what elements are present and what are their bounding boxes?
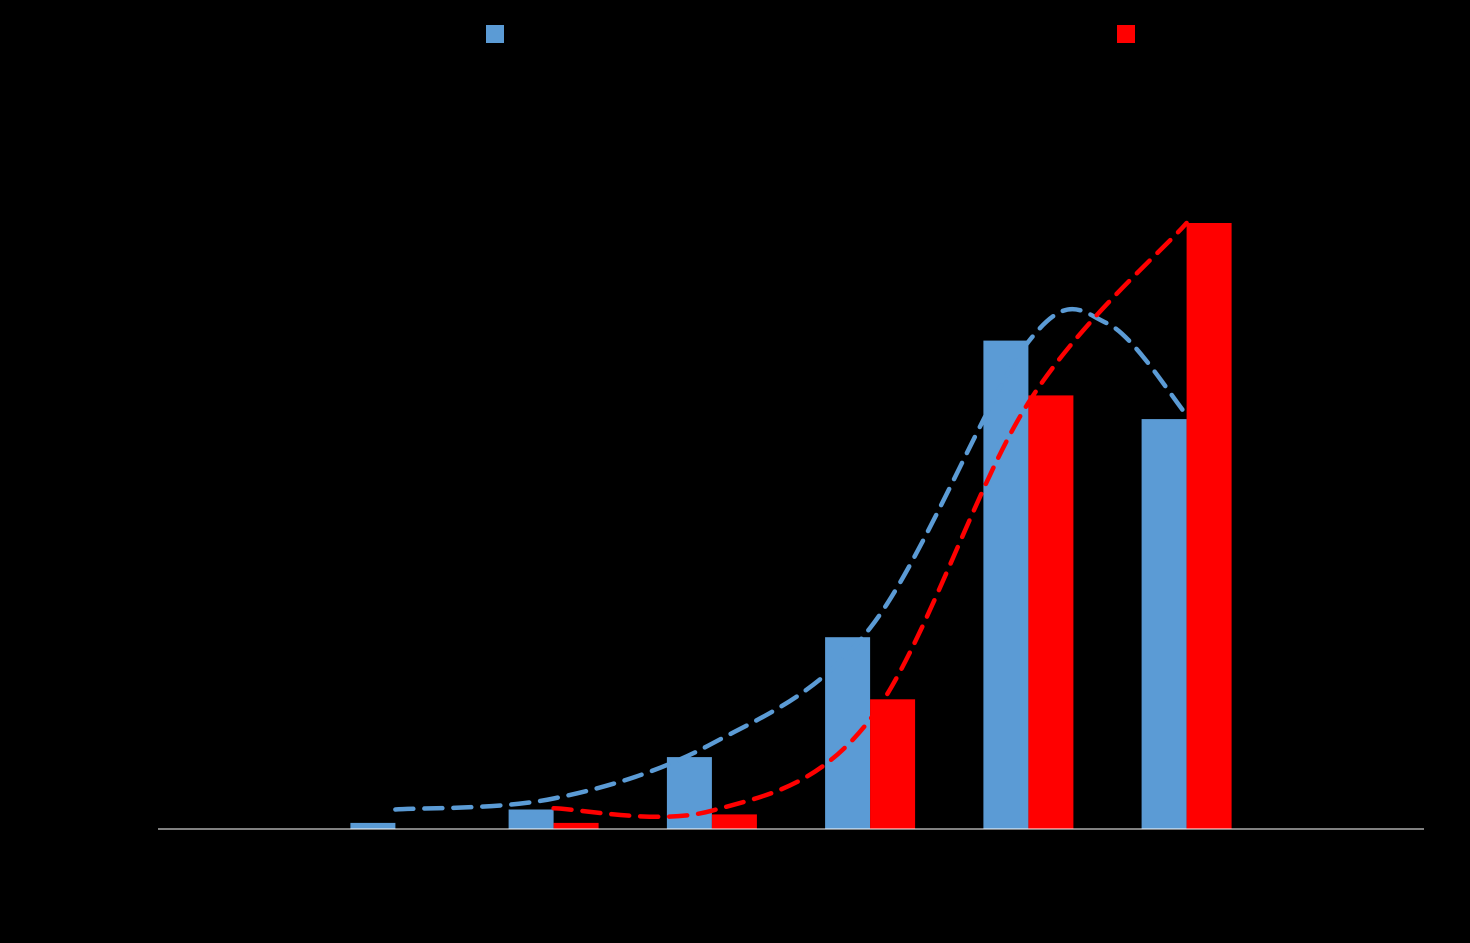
bar-series2-cat5 (870, 699, 916, 829)
bar-series2-cat6 (1028, 395, 1074, 829)
legend-marker-series1 (486, 25, 504, 43)
trendline-series1 (393, 306, 1189, 812)
bar-series2-cat7 (1186, 223, 1232, 829)
bar-series1-cat2 (350, 822, 396, 829)
bar-series1-cat3 (508, 809, 554, 829)
bar-series2-cat4 (711, 814, 757, 829)
bar-series1-cat7 (1141, 419, 1187, 829)
legend (486, 25, 1135, 43)
bars-layer (350, 223, 1232, 829)
bar-series1-cat5 (825, 637, 871, 829)
trendline-series2 (551, 220, 1189, 820)
bar-series1-cat6 (983, 340, 1029, 829)
bar-series2-cat3 (553, 822, 599, 829)
trendlines-layer (393, 220, 1189, 820)
legend-marker-series2 (1117, 25, 1135, 43)
